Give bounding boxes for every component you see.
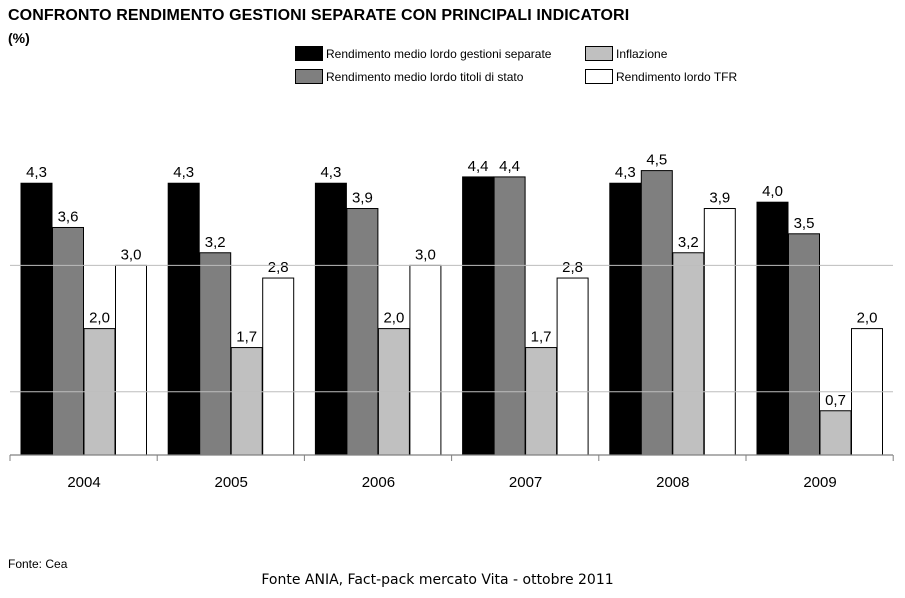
x-tick-label-2009: 2009 [803, 474, 836, 491]
data-label-2004-series-4: 3,0 [121, 246, 142, 263]
data-label-2006-series-2: 3,9 [352, 190, 373, 207]
legend-swatch-titoli-di-stato [295, 69, 323, 84]
data-label-2007-series-1: 4,4 [468, 158, 489, 175]
caption: Fonte ANIA, Fact-pack mercato Vita - ott… [261, 572, 614, 588]
data-label-2005-series-3: 1,7 [236, 329, 257, 346]
legend-item-titoli-di-stato: Rendimento medio lordo titoli di stato [295, 69, 523, 84]
x-tick-label-2005: 2005 [215, 474, 248, 491]
bar-2009-series-2 [788, 233, 820, 456]
bar-2004-series-2 [52, 226, 84, 456]
bar-2007-series-1 [462, 176, 495, 456]
bar-2009-series-3 [819, 410, 852, 456]
x-tick-label-2007: 2007 [509, 474, 542, 491]
bar-2008-series-3 [672, 252, 705, 456]
legend-item-tfr: Rendimento lordo TFR [585, 69, 737, 84]
bar-2004-series-4 [115, 264, 147, 456]
bar-2004-series-1 [20, 182, 53, 456]
data-label-2008-series-2: 4,5 [646, 152, 667, 169]
bar-2005-series-1 [167, 182, 200, 456]
source-note: Fonte: Cea [8, 557, 68, 571]
bar-2008-series-2 [640, 170, 673, 456]
x-tick-label-2006: 2006 [362, 474, 395, 491]
bar-2006-series-2 [346, 208, 379, 456]
legend-label-titoli-di-stato: Rendimento medio lordo titoli di stato [326, 69, 524, 84]
x-tick-label-2004: 2004 [67, 474, 100, 491]
data-label-2006-series-1: 4,3 [320, 164, 341, 181]
data-label-2004-series-1: 4,3 [26, 164, 47, 181]
data-label-2009-series-2: 3,5 [794, 215, 815, 232]
data-label-2008-series-4: 3,9 [709, 190, 730, 207]
data-label-2008-series-1: 4,3 [615, 164, 636, 181]
data-label-2007-series-3: 1,7 [531, 329, 552, 346]
x-tick-label-2008: 2008 [656, 474, 689, 491]
data-label-2005-series-1: 4,3 [173, 164, 194, 181]
bar-2005-series-3 [230, 347, 263, 456]
data-label-2005-series-4: 2,8 [268, 259, 289, 276]
data-label-2008-series-3: 3,2 [678, 234, 699, 251]
legend-swatch-inflazione [585, 46, 613, 61]
legend-swatch-tfr [585, 69, 613, 84]
legend-label-tfr: Rendimento lordo TFR [616, 69, 738, 84]
bar-2006-series-4 [409, 264, 442, 456]
bar-2007-series-4 [556, 277, 589, 456]
data-label-2007-series-2: 4,4 [499, 158, 520, 175]
data-label-2009-series-1: 4,0 [762, 183, 783, 200]
data-label-2009-series-4: 2,0 [857, 310, 878, 327]
bar-2009-series-1 [756, 201, 789, 456]
bar-2008-series-4 [703, 208, 736, 456]
data-label-2004-series-2: 3,6 [58, 208, 79, 225]
data-label-2009-series-3: 0,7 [825, 392, 846, 409]
legend-item-inflazione: Inflazione [585, 46, 667, 61]
chart-title: CONFRONTO RENDIMENTO GESTIONI SEPARATE C… [8, 7, 630, 24]
bar-2006-series-1 [314, 182, 347, 456]
data-label-2006-series-4: 3,0 [415, 246, 436, 263]
bar-2007-series-2 [493, 176, 526, 456]
legend-label-gestioni-separate: Rendimento medio lordo gestioni separate [326, 46, 552, 61]
legend-item-gestioni-separate: Rendimento medio lordo gestioni separate [295, 46, 551, 61]
bar-2007-series-3 [525, 347, 558, 456]
legend-label-inflazione: Inflazione [616, 46, 668, 61]
legend-swatch-gestioni-separate [295, 46, 323, 61]
data-label-2006-series-3: 2,0 [383, 310, 404, 327]
data-label-2004-series-3: 2,0 [89, 310, 110, 327]
data-label-2007-series-4: 2,8 [562, 259, 583, 276]
bar-2008-series-1 [609, 182, 642, 456]
data-label-2005-series-2: 3,2 [205, 234, 226, 251]
bar-2005-series-2 [199, 252, 232, 456]
bar-2005-series-4 [262, 277, 295, 456]
unit-label: (%) [8, 30, 30, 46]
